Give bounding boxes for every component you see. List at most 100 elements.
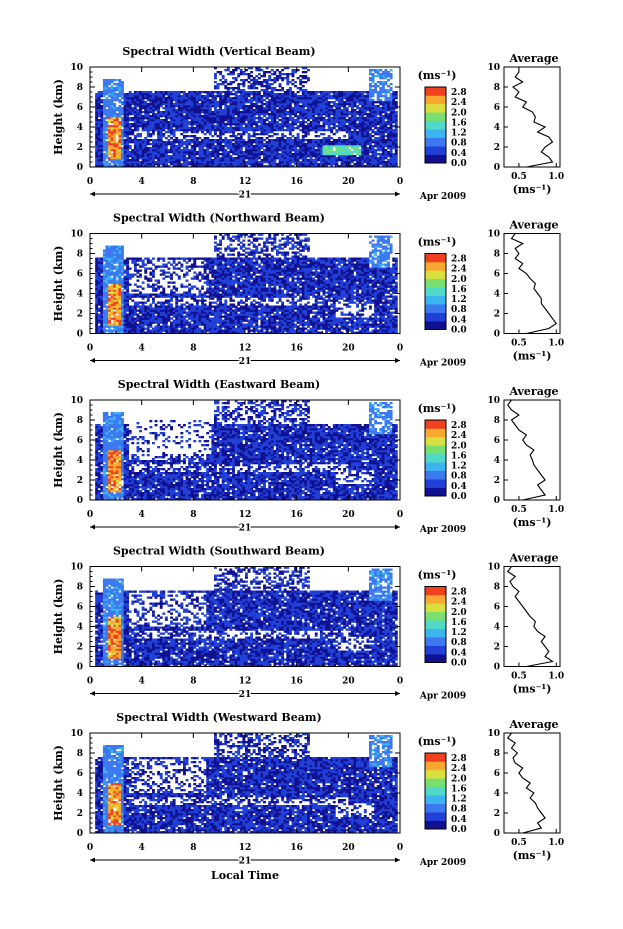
heatmap-cell <box>366 93 369 95</box>
heatmap-cell <box>170 143 173 145</box>
heatmap-cell <box>276 137 279 139</box>
heatmap-cell <box>281 95 284 97</box>
heatmap-cell <box>289 81 292 83</box>
heatmap-cell <box>374 115 377 117</box>
heatmap-cell <box>294 159 297 161</box>
heatmap-cell <box>183 143 186 145</box>
heatmap-cell <box>333 111 336 113</box>
heatmap-cell <box>248 99 251 101</box>
heatmap-cell <box>230 109 233 111</box>
heatmap-cell <box>268 145 271 147</box>
heatmap-cell <box>286 145 289 147</box>
heatmap-cell <box>98 95 101 97</box>
heatmap-cell <box>211 151 214 153</box>
heatmap-cell <box>113 250 116 252</box>
heatmap-cell <box>106 262 109 264</box>
heatmap-cell <box>152 117 155 119</box>
heatmap-cell <box>385 121 388 123</box>
heatmap-cell <box>343 103 346 105</box>
heatmap-cell <box>279 127 282 129</box>
heatmap-cell <box>108 274 111 276</box>
heatmap-cell <box>108 294 111 296</box>
heatmap-cell <box>245 101 248 103</box>
heatmap-cell <box>250 155 253 157</box>
heatmap-cell <box>232 157 235 159</box>
heatmap-cell <box>175 111 178 113</box>
heatmap-cell <box>103 85 106 87</box>
heatmap-cell <box>106 145 109 147</box>
heatmap-cell <box>126 149 129 151</box>
heatmap-cell <box>219 147 222 149</box>
heatmap-cell <box>199 155 202 157</box>
heatmap-cell <box>297 91 300 93</box>
heatmap-cell <box>124 157 127 159</box>
heatmap-cell <box>333 109 336 111</box>
heatmap-cell <box>152 123 155 125</box>
heatmap-cell <box>116 129 119 131</box>
heatmap-cell <box>242 123 245 125</box>
heatmap-cell <box>232 123 235 125</box>
heatmap-cell <box>348 137 351 139</box>
heatmap-cell <box>258 125 261 127</box>
heatmap-cell <box>271 101 274 103</box>
heatmap-cell <box>261 161 264 163</box>
heatmap-cell <box>325 129 328 131</box>
heatmap-cell <box>126 153 129 155</box>
heatmap-cell <box>284 149 287 151</box>
heatmap-cell <box>304 139 307 141</box>
heatmap-cell <box>113 159 116 161</box>
heatmap-cell <box>160 113 163 115</box>
heatmap-cell <box>162 149 165 151</box>
heatmap-cell <box>129 139 132 141</box>
heatmap-cell <box>118 302 121 304</box>
heatmap-cell <box>111 113 114 115</box>
heatmap-cell <box>121 141 124 143</box>
heatmap-cell <box>343 93 346 95</box>
heatmap-cell <box>106 101 109 103</box>
heatmap-cell <box>214 77 217 79</box>
average-y-tick-label: 2 <box>494 143 500 153</box>
heatmap-cell <box>124 103 127 105</box>
heatmap-cell <box>263 93 266 95</box>
heatmap-cell <box>106 87 109 89</box>
heatmap-cell <box>237 107 240 109</box>
heatmap-cell <box>382 83 385 85</box>
heatmap-cell <box>131 151 134 153</box>
heatmap-cell <box>106 85 109 87</box>
heatmap-cell <box>147 143 150 145</box>
heatmap-cell <box>204 159 207 161</box>
heatmap-cell <box>217 85 220 87</box>
heatmap-cell <box>131 95 134 97</box>
heatmap-cell <box>281 113 284 115</box>
heatmap-cell <box>338 113 341 115</box>
heatmap-cell <box>144 143 147 145</box>
heatmap-cell <box>230 117 233 119</box>
heatmap-cell <box>168 121 171 123</box>
heatmap-cell <box>276 149 279 151</box>
heatmap-cell <box>193 143 196 145</box>
heatmap-cell <box>348 91 351 93</box>
heatmap-cell <box>214 121 217 123</box>
heatmap-cell <box>276 69 279 71</box>
heatmap-cell <box>152 115 155 117</box>
heatmap-cell <box>139 324 142 326</box>
heatmap-cell <box>289 87 292 89</box>
heatmap-cell <box>183 141 186 143</box>
heatmap-cell <box>139 91 142 93</box>
heatmap-cell <box>204 137 207 139</box>
heatmap-cell <box>227 139 230 141</box>
heatmap-cell <box>279 89 282 91</box>
heatmap-cell <box>113 127 116 129</box>
heatmap-cell <box>103 260 106 262</box>
heatmap-cell <box>95 294 98 296</box>
heatmap-cell <box>108 121 111 123</box>
heatmap-cell <box>374 105 377 107</box>
heatmap-cell <box>230 97 233 99</box>
heatmap-cell <box>186 139 189 141</box>
heatmap-cell <box>320 147 323 149</box>
heatmap-cell <box>211 127 214 129</box>
heatmap-cell <box>320 119 323 121</box>
heatmap-cell <box>165 143 168 145</box>
heatmap-cell <box>180 145 183 147</box>
heatmap-cell <box>297 103 300 105</box>
